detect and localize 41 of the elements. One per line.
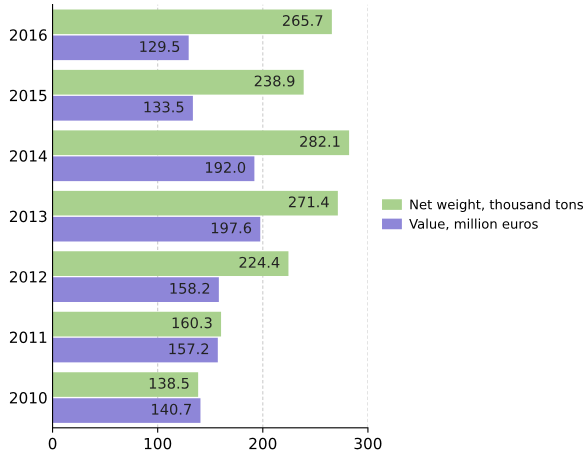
bar <box>52 96 193 121</box>
y-tick-label: 2013 <box>10 210 46 222</box>
data-label: 271.4 <box>288 196 329 208</box>
data-label: 282.1 <box>300 136 340 147</box>
y-tick-label: 2016 <box>10 29 47 41</box>
bar <box>52 372 198 397</box>
y-tick-label: 2015 <box>10 90 46 102</box>
data-label: 129.5 <box>140 41 180 52</box>
data-label: 160.3 <box>172 317 212 328</box>
data-label: 140.7 <box>152 404 191 415</box>
bar <box>52 9 332 34</box>
data-label: 197.6 <box>212 222 252 234</box>
y-tick-label: 2012 <box>10 271 46 283</box>
bar <box>52 70 304 95</box>
data-label: 192.0 <box>206 162 246 173</box>
data-label: 158.2 <box>170 282 210 294</box>
y-tick-label: 2014 <box>10 150 47 162</box>
bar <box>52 251 288 276</box>
legend-label: Value, million euros <box>409 218 538 230</box>
y-tick-label: 2011 <box>10 332 46 344</box>
bar <box>52 156 254 182</box>
bar <box>52 130 350 156</box>
data-label: 224.4 <box>240 256 280 268</box>
bar <box>52 398 200 423</box>
data-label: 238.9 <box>254 75 294 86</box>
data-label: 265.7 <box>282 15 322 26</box>
bar <box>52 338 218 362</box>
bar <box>52 312 222 336</box>
bar <box>52 277 219 302</box>
x-tick-label: 100 <box>144 438 172 450</box>
bar <box>52 35 189 60</box>
data-label: 157.2 <box>169 343 208 354</box>
x-tick-label: 300 <box>354 438 382 450</box>
bar <box>52 216 260 242</box>
x-tick-label: 200 <box>249 438 276 450</box>
data-label: 138.5 <box>150 378 189 389</box>
data-label: 133.5 <box>144 101 184 112</box>
legend-label: Net weight, thousand tons <box>410 199 584 212</box>
y-tick-label: 2010 <box>10 392 47 404</box>
x-tick-label: 0 <box>48 438 56 450</box>
bar <box>52 190 338 216</box>
